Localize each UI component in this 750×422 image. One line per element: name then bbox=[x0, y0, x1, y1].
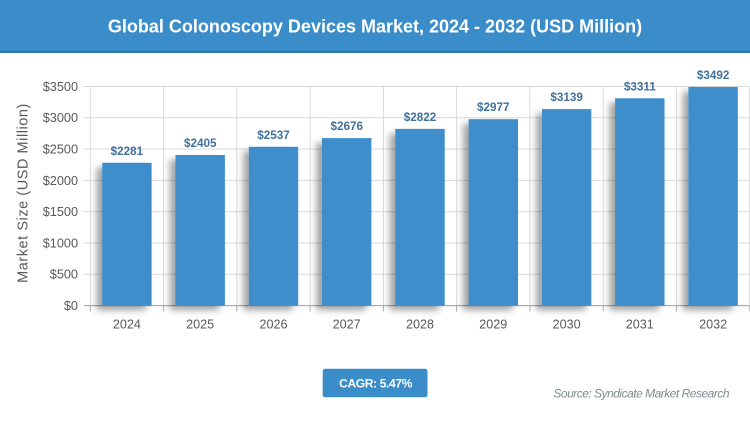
svg-text:$2822: $2822 bbox=[404, 111, 437, 124]
svg-text:CAGR: 5.47%: CAGR: 5.47% bbox=[339, 377, 413, 391]
svg-text:$3139: $3139 bbox=[550, 91, 583, 104]
svg-text:Market Size (USD Million): Market Size (USD Million) bbox=[16, 103, 32, 283]
svg-text:$2405: $2405 bbox=[184, 137, 217, 150]
svg-text:Global Colonoscopy Devices Mar: Global Colonoscopy Devices Market, 2024 … bbox=[108, 17, 642, 37]
svg-text:2024: 2024 bbox=[113, 318, 141, 332]
svg-text:$3311: $3311 bbox=[624, 80, 656, 93]
svg-text:$2537: $2537 bbox=[257, 129, 290, 142]
svg-text:2029: 2029 bbox=[479, 318, 507, 332]
svg-text:2025: 2025 bbox=[186, 318, 214, 332]
svg-text:$1000: $1000 bbox=[43, 236, 78, 250]
svg-text:2026: 2026 bbox=[259, 318, 287, 332]
svg-text:Source: Syndicate Market Resea: Source: Syndicate Market Research bbox=[553, 387, 729, 401]
svg-text:2028: 2028 bbox=[406, 318, 434, 332]
svg-text:2031: 2031 bbox=[626, 318, 654, 332]
svg-text:2032: 2032 bbox=[699, 318, 727, 332]
svg-text:$2676: $2676 bbox=[330, 120, 363, 133]
svg-text:$2977: $2977 bbox=[477, 101, 510, 114]
svg-text:2030: 2030 bbox=[553, 318, 581, 332]
svg-text:$3500: $3500 bbox=[43, 80, 78, 94]
svg-text:$2000: $2000 bbox=[43, 174, 78, 188]
svg-text:$2500: $2500 bbox=[43, 143, 78, 157]
svg-text:$3492: $3492 bbox=[697, 69, 730, 82]
svg-text:2027: 2027 bbox=[333, 318, 361, 332]
svg-text:$500: $500 bbox=[50, 268, 78, 282]
svg-text:$0: $0 bbox=[64, 299, 78, 313]
svg-text:$1500: $1500 bbox=[43, 205, 78, 219]
svg-text:$2281: $2281 bbox=[111, 145, 144, 158]
svg-text:$3000: $3000 bbox=[43, 111, 78, 125]
